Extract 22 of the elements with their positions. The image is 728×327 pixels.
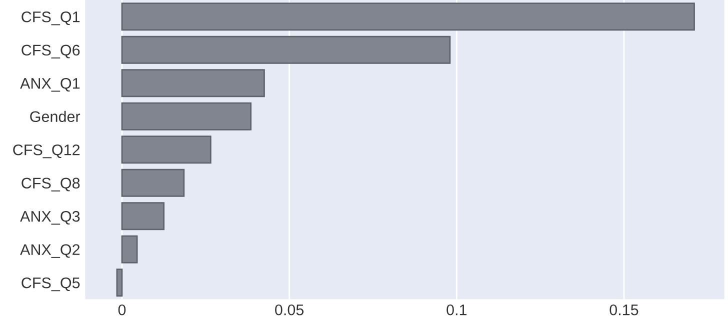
x-tick-label: 0.1 [446,304,467,316]
y-tick-label: ANX_Q2 [20,244,80,258]
y-tick-label: CFS_Q8 [22,178,80,192]
y-tick-label: Gender [30,110,80,122]
y-tick-label: CFS_Q5 [22,277,80,292]
y-tick-label: ANX_Q3 [20,210,80,225]
bar [121,69,265,98]
y-tick-label: CFS_Q6 [22,44,80,58]
bar [121,102,252,130]
y-tick-label: CFS_Q1 [22,11,80,26]
x-tick-label: 0.05 [275,304,304,316]
bar [121,235,138,264]
y-tick-label: ANX_Q1 [20,78,80,92]
x-tick-label: 0 [118,304,126,316]
bar [121,136,212,164]
bar [121,36,451,64]
bar [121,168,185,197]
bar [121,2,695,31]
bar [121,202,165,230]
bar [116,268,123,297]
y-tick-label: CFS_Q12 [13,144,80,158]
x-tick-label: 0.15 [610,304,638,316]
